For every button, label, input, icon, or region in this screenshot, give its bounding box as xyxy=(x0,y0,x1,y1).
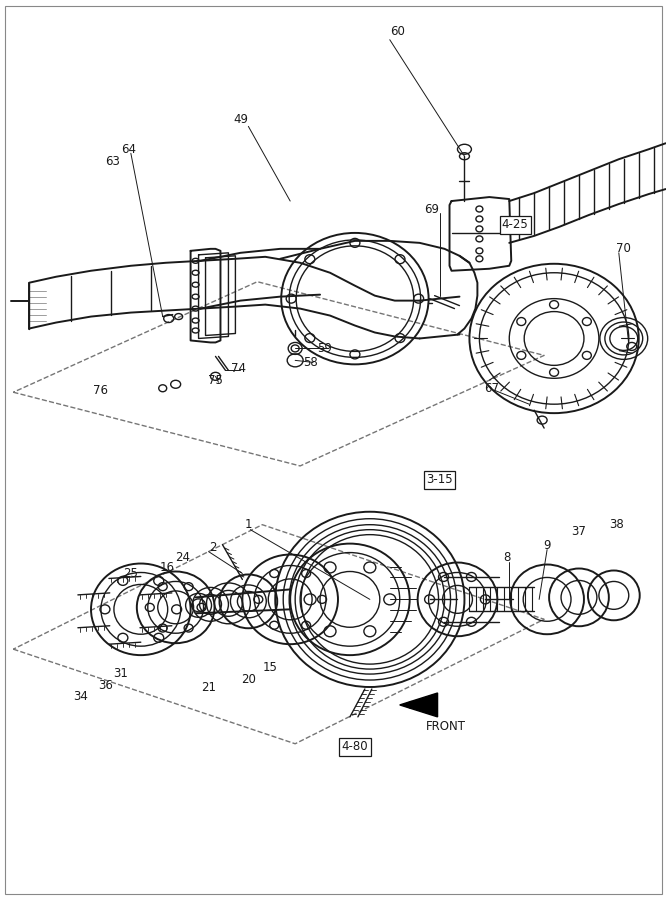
Text: 15: 15 xyxy=(263,661,277,673)
Text: 67: 67 xyxy=(484,382,499,395)
Text: 75: 75 xyxy=(208,374,223,387)
Text: 74: 74 xyxy=(231,362,246,374)
Text: 1: 1 xyxy=(245,518,252,531)
Text: 4-25: 4-25 xyxy=(502,219,529,231)
Text: 21: 21 xyxy=(201,680,216,694)
Text: 38: 38 xyxy=(610,518,624,531)
Polygon shape xyxy=(400,693,438,717)
Text: 16: 16 xyxy=(159,561,174,574)
Text: FRONT: FRONT xyxy=(426,720,466,733)
Text: 37: 37 xyxy=(572,526,586,538)
Text: 76: 76 xyxy=(93,383,109,397)
Text: 8: 8 xyxy=(504,551,511,564)
Text: 60: 60 xyxy=(390,25,405,38)
Text: 36: 36 xyxy=(99,679,113,691)
Text: 2: 2 xyxy=(209,541,216,554)
Text: 58: 58 xyxy=(303,356,317,369)
Text: 20: 20 xyxy=(241,672,255,686)
Text: 64: 64 xyxy=(121,143,136,156)
Text: 31: 31 xyxy=(113,667,128,680)
Text: 9: 9 xyxy=(544,539,551,552)
Text: 3-15: 3-15 xyxy=(426,473,453,486)
Text: 59: 59 xyxy=(317,342,332,355)
Text: 70: 70 xyxy=(616,242,631,256)
Text: 24: 24 xyxy=(175,551,190,564)
Text: 63: 63 xyxy=(105,155,120,167)
Text: 69: 69 xyxy=(424,202,439,215)
Text: 49: 49 xyxy=(233,112,248,126)
Text: 25: 25 xyxy=(123,567,138,580)
Text: 4-80: 4-80 xyxy=(342,741,368,753)
Text: 34: 34 xyxy=(73,690,89,704)
